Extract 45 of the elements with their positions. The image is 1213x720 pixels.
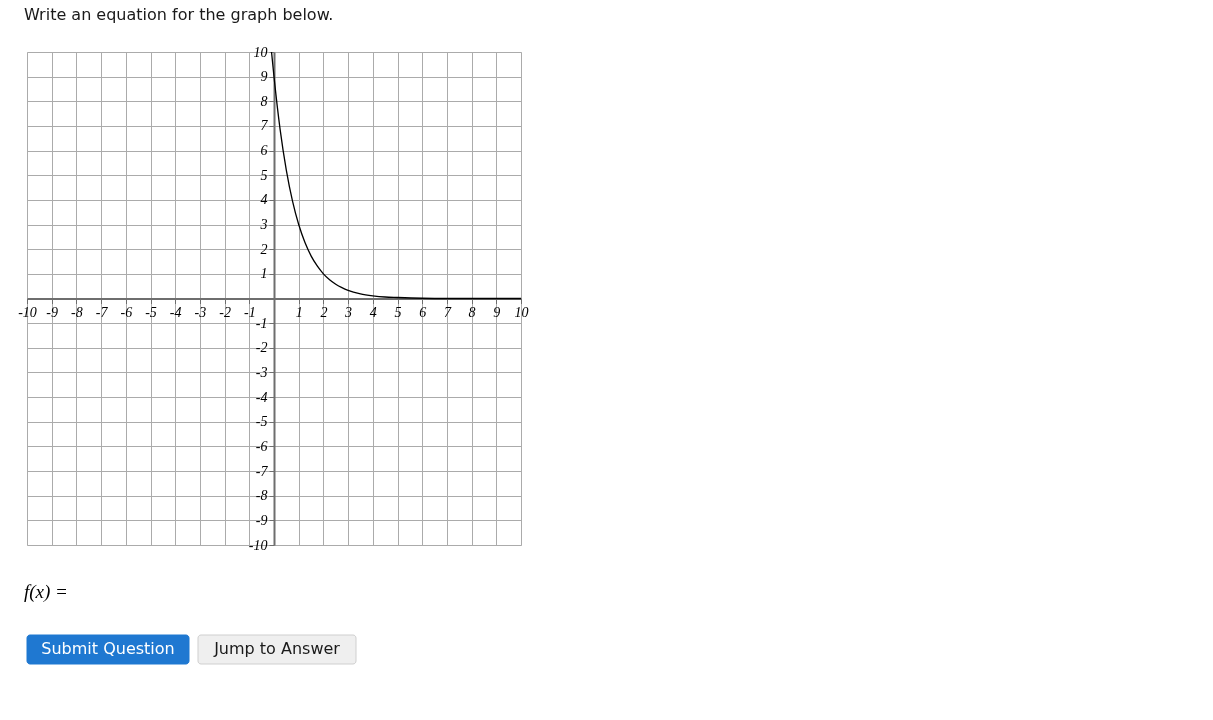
y-tick-label: -5 [255, 414, 268, 430]
x-tick-label: -10 [18, 305, 37, 320]
y-tick-label: 8 [260, 93, 268, 109]
x-tick-label: -5 [145, 305, 157, 320]
text: f(x) = [24, 581, 68, 603]
y-tick-label: 3 [259, 217, 268, 233]
x-tick-label: 8 [468, 305, 476, 320]
x-tick-label: 9 [493, 305, 501, 320]
line-series [270, 52, 521, 300]
y-tick-label: -7 [255, 463, 269, 479]
x-tick-label: 7 [443, 305, 452, 320]
y-tick-label: -10 [248, 537, 268, 553]
y-tick-label: -2 [255, 340, 268, 356]
x-tick-label: -4 [169, 305, 182, 320]
y-tick-label: -4 [255, 389, 268, 405]
y-tick-label: 10 [253, 44, 268, 60]
y-tick-label: -9 [255, 512, 268, 528]
y-tick-label: -1 [255, 315, 268, 331]
x-tick-label: -8 [71, 305, 83, 320]
x-tick-label: -2 [219, 305, 231, 320]
x-tick-label: -1 [243, 305, 256, 320]
y-tick-label: -8 [255, 488, 268, 504]
x-tick-label: -7 [95, 305, 109, 320]
x-tick-label: 6 [419, 305, 427, 320]
text: Submit Question [41, 639, 175, 658]
y-tick-label: -6 [255, 438, 268, 454]
chart-title: Write an equation for the graph below. [24, 5, 334, 24]
x-tick-label: -3 [194, 305, 207, 320]
y-tick-label: 4 [260, 192, 268, 208]
x-tick-label: -6 [120, 305, 133, 320]
y-tick-label: 5 [260, 167, 268, 183]
y-tick-label: 2 [260, 241, 268, 257]
x-tick-label: 5 [394, 305, 402, 320]
y-tick-label: 1 [260, 266, 268, 282]
y-tick-label: 7 [260, 118, 269, 134]
x-tick-label: -9 [46, 305, 59, 320]
y-tick-label: 9 [260, 69, 268, 85]
x-tick-label: 4 [369, 305, 377, 320]
y-tick-label: 6 [260, 143, 268, 159]
text: Jump to Answer [213, 639, 341, 658]
x-tick-label: 3 [344, 305, 353, 320]
x-tick-label: 1 [295, 305, 303, 320]
y-tick-label: -3 [255, 364, 268, 380]
x-tick-label: 10 [514, 305, 529, 320]
x-tick-label: 2 [320, 305, 328, 320]
